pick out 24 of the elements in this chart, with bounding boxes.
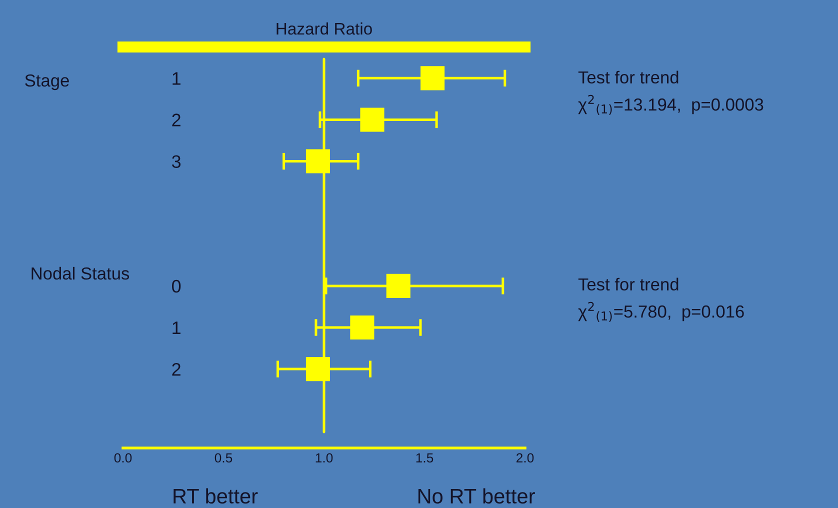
point <box>360 108 384 132</box>
text: Test for trend χ$^{2}$$_{(1)}$=13.194, p=0.0003 <box>578 70 764 115</box>
point <box>386 274 410 298</box>
text: Test for trend χ$^{2}$$_{(1)}$=5.780, p=0.016 <box>578 278 744 322</box>
y-tick-label: 0 <box>172 280 181 293</box>
y-tick-label: 1 <box>172 322 180 334</box>
y-tick-label: 3 <box>172 155 181 168</box>
y-tick-label: 2 <box>172 362 180 376</box>
chart-title: Hazard Ratio <box>276 22 372 35</box>
point <box>306 357 330 382</box>
x-tick-label: 0.0 <box>114 453 132 463</box>
text: RT better <box>174 488 258 504</box>
text: No RT better <box>418 488 535 504</box>
x-tick-label: 1.5 <box>416 453 434 463</box>
point <box>420 66 445 90</box>
x-tick-label: 1.0 <box>316 453 333 463</box>
annotation: Nodal Status <box>32 266 130 280</box>
y-tick-label: 1 <box>172 72 180 85</box>
x-tick-label: 2.0 <box>516 453 534 463</box>
text: Stage <box>25 74 69 90</box>
x-tick-label: 0.5 <box>214 453 232 463</box>
y-tick-label: 2 <box>172 114 180 126</box>
point <box>306 149 330 174</box>
point <box>350 315 374 340</box>
